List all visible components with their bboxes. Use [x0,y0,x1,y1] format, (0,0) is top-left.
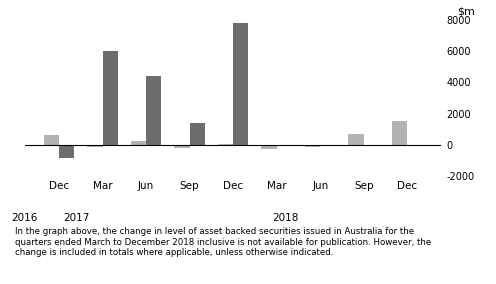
Bar [218,144,233,145]
Text: 2018: 2018 [272,213,299,223]
Text: 2016: 2016 [11,213,38,223]
Bar [349,134,364,145]
Bar [131,141,146,145]
Bar [189,123,205,145]
Bar [146,76,161,145]
Text: 2017: 2017 [63,213,90,223]
Text: In the graph above, the change in level of asset backed securities issued in Aus: In the graph above, the change in level … [15,227,431,257]
Bar [392,122,407,145]
Bar [87,145,103,147]
Bar [261,145,277,149]
Text: $m: $m [457,7,475,17]
Bar [44,135,59,145]
Bar [175,145,189,148]
Bar [305,145,320,147]
Bar [59,145,74,158]
Bar [103,51,118,145]
Bar [233,23,248,145]
